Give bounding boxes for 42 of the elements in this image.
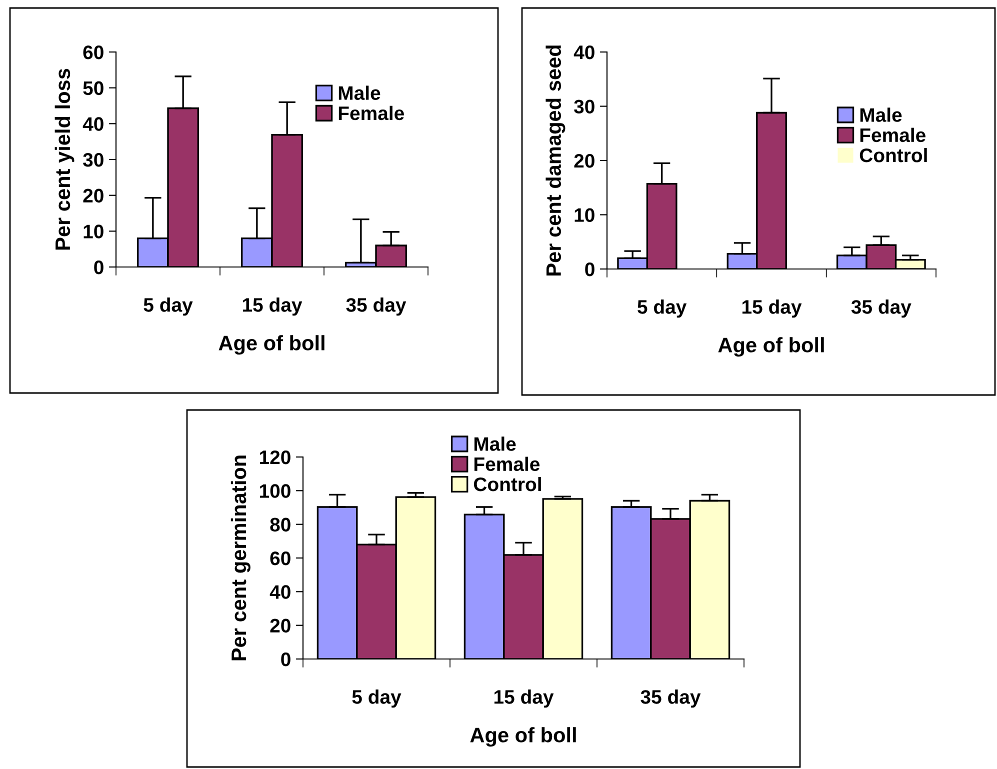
- legend-label: Control: [474, 476, 541, 492]
- y-tick-label: 10: [84, 224, 104, 238]
- x-axis-title: Age of boll: [470, 727, 576, 747]
- y-tick-label: 30: [83, 152, 104, 167]
- y-tick-label: 40: [270, 585, 290, 599]
- legend-label: Male: [474, 436, 516, 451]
- y-tick-label: 120: [260, 450, 290, 464]
- y-tick-label: 0: [281, 652, 290, 666]
- y-tick-label: 60: [270, 551, 290, 566]
- x-tick-label: 35 day: [346, 298, 406, 316]
- y-tick-label: 80: [270, 518, 290, 532]
- legend-label: Male: [338, 86, 380, 100]
- legend-label: Female: [338, 106, 404, 120]
- y-tick-label: 10: [574, 208, 594, 222]
- y-tick-label: 40: [82, 117, 104, 131]
- y-tick-label: 50: [83, 81, 104, 96]
- legend-label: Female: [474, 456, 540, 472]
- y-axis-title: Per cent germination: [230, 456, 250, 660]
- x-axis-title: Age of boll: [718, 337, 824, 357]
- y-tick-label: 100: [260, 484, 290, 498]
- y-tick-label: 20: [83, 188, 104, 203]
- x-axis-title: Age of boll: [218, 335, 324, 355]
- legend-label: Control: [860, 148, 927, 162]
- y-axis-title: Per cent damaged seed: [546, 45, 566, 276]
- y-tick-label: 20: [574, 154, 594, 168]
- x-tick-label: 35 day: [640, 690, 701, 708]
- x-tick-label: 15 day: [494, 690, 554, 708]
- y-tick-label: 30: [574, 100, 594, 114]
- y-tick-label: 0: [585, 262, 594, 276]
- x-tick-label: 5 day: [638, 300, 687, 318]
- x-tick-label: 5 day: [144, 298, 193, 316]
- x-tick-label: 15 day: [742, 300, 802, 318]
- y-axis-title: Per cent yield loss: [54, 68, 74, 250]
- y-tick-label: 0: [94, 260, 104, 274]
- x-tick-label: 5 day: [352, 690, 402, 708]
- legend-label: Male: [860, 108, 902, 122]
- y-tick-label: 60: [83, 45, 104, 60]
- y-tick-label: 20: [270, 618, 290, 633]
- x-tick-label: 15 day: [242, 298, 302, 316]
- y-tick-label: 40: [574, 45, 594, 60]
- x-tick-label: 35 day: [851, 300, 912, 318]
- legend-label: Female: [860, 128, 926, 142]
